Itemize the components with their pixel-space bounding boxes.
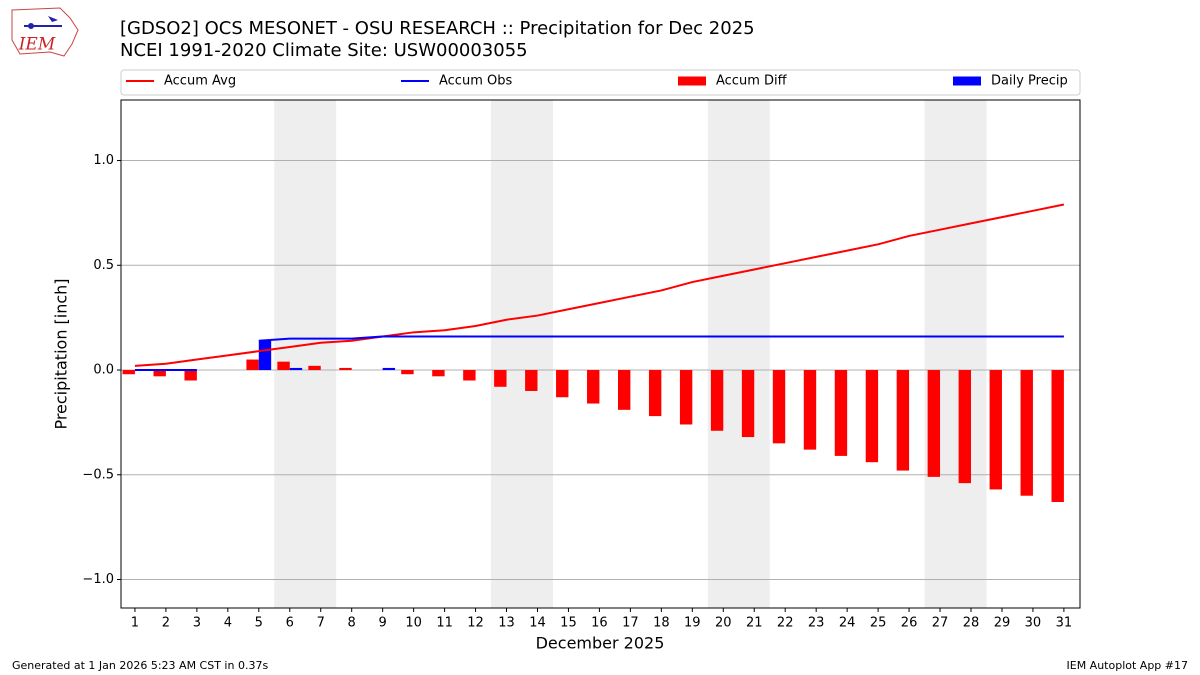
x-tick-label: 25 (870, 616, 887, 631)
bar (246, 359, 259, 371)
x-tick-label: 18 (653, 616, 670, 631)
x-tick-label: 15 (560, 616, 577, 631)
x-tick-label: 22 (777, 616, 794, 631)
chart-subtitle: NCEI 1991-2020 Climate Site: USW00003055 (120, 40, 528, 61)
x-tick-label: 17 (622, 616, 639, 631)
x-tick-label: 5 (255, 616, 263, 631)
y-tick-label: 1.0 (93, 153, 114, 168)
bar (834, 370, 848, 456)
footer-right: IEM Autoplot App #17 (1067, 659, 1189, 672)
bar (989, 370, 1002, 490)
bar (122, 370, 135, 375)
y-axis-label: Precipitation [inch] (52, 278, 71, 429)
x-tick-label: 13 (498, 616, 515, 631)
y-tick-label: 0.0 (93, 363, 114, 378)
bar (339, 367, 352, 371)
bar (258, 340, 272, 371)
x-tick-label: 26 (901, 616, 918, 631)
bar (587, 370, 600, 404)
legend-swatch (953, 76, 981, 86)
logo: IEM (11, 7, 79, 57)
x-tick-label: 19 (684, 616, 701, 631)
x-tick-label: 11 (436, 616, 453, 631)
line (134, 335, 1064, 372)
bar (432, 370, 445, 377)
x-tick-label: 29 (994, 616, 1011, 631)
legend-swatch (678, 76, 706, 86)
bar (648, 370, 662, 417)
bar (184, 370, 197, 381)
line (134, 203, 1065, 367)
logo-text: IEM (18, 35, 56, 55)
bar (308, 365, 321, 371)
y-tick-label: 0.5 (93, 258, 114, 273)
x-tick-label: 21 (746, 616, 763, 631)
x-tick-label: 28 (963, 616, 980, 631)
x-tick-label: 3 (193, 616, 201, 631)
x-tick-label: 27 (932, 616, 949, 631)
x-tick-label: 4 (224, 616, 232, 631)
x-tick-label: 1 (131, 616, 139, 631)
bar (710, 370, 724, 431)
x-tick-label: 9 (379, 616, 387, 631)
legend-label: Daily Precip (991, 74, 1068, 89)
x-tick-label: 20 (715, 616, 732, 631)
x-tick-label: 31 (1056, 616, 1073, 631)
chart-title: [GDSO2] OCS MESONET - OSU RESEARCH :: Pr… (120, 18, 755, 39)
bar (617, 370, 631, 410)
x-tick-label: 6 (286, 616, 294, 631)
x-tick-label: 8 (348, 616, 356, 631)
legend-label: Accum Diff (716, 74, 788, 89)
bar (525, 370, 538, 391)
bar (865, 370, 879, 463)
x-tick-label: 2 (162, 616, 170, 631)
weekend-span (274, 100, 337, 608)
bar (896, 370, 910, 471)
x-tick-label: 24 (839, 616, 856, 631)
weekend-span (491, 100, 553, 608)
x-tick-label: 16 (591, 616, 608, 631)
x-tick-label: 23 (808, 616, 825, 631)
legend-box (120, 69, 1081, 96)
x-tick-label: 14 (529, 616, 546, 631)
bar (927, 370, 941, 477)
bar (463, 370, 476, 381)
weekend-span (924, 100, 987, 608)
bar (277, 361, 290, 371)
bar (741, 370, 755, 438)
legend-label: Accum Avg (164, 74, 236, 89)
x-tick-label: 12 (467, 616, 484, 631)
bar (401, 370, 414, 375)
legend-label: Accum Obs (439, 74, 512, 89)
bar (556, 370, 569, 398)
bar (494, 370, 507, 387)
bar (803, 370, 817, 450)
x-tick-label: 30 (1025, 616, 1042, 631)
x-axis-label: December 2025 (536, 634, 665, 653)
footer-left: Generated at 1 Jan 2026 5:23 AM CST in 0… (12, 659, 268, 672)
bar (382, 367, 396, 371)
plot-frame (120, 99, 1081, 609)
x-tick-label: 7 (317, 616, 325, 631)
y-tick-label: −1.0 (82, 572, 114, 587)
bar (1020, 370, 1033, 496)
x-tick-label: 10 (405, 616, 422, 631)
bar (153, 370, 166, 377)
bar (958, 370, 972, 484)
y-tick-label: −0.5 (82, 467, 114, 482)
bar (289, 367, 303, 371)
weekend-span (707, 100, 770, 608)
bar (1051, 370, 1064, 503)
bar (679, 370, 693, 425)
bar (772, 370, 786, 444)
